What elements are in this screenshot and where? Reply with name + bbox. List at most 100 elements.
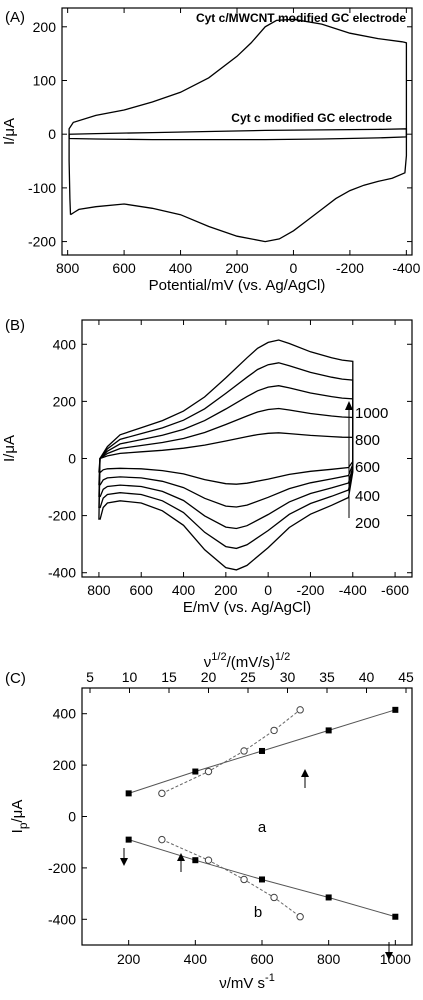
series-label-a: a [258, 819, 267, 836]
y-tick-label: 100 [33, 72, 57, 88]
panel-label: (C) [5, 670, 26, 687]
scan-rate-label: 400 [355, 488, 380, 505]
panel-label: (B) [5, 317, 25, 334]
x-tick-label: 600 [130, 582, 154, 598]
circle-point [158, 835, 166, 844]
series-line-3 [161, 839, 301, 918]
scan-rate-label: 200 [355, 515, 380, 532]
y-label-sub: p [16, 822, 30, 829]
x2-tick-label: 5 [86, 669, 94, 685]
x-tick-label: 200 [117, 951, 141, 967]
x2-tick-label: 35 [319, 669, 335, 685]
y-tick-label: 0 [68, 450, 76, 466]
x-tick-label: 0 [290, 260, 298, 276]
circle-point [270, 726, 278, 735]
y-tick-label: -400 [48, 565, 76, 581]
y-label-main: I [9, 829, 26, 833]
circle-point [296, 706, 304, 714]
x-axis-label: E/mV (vs. Ag/AgCl) [183, 599, 311, 616]
x2-tick-label: 45 [398, 669, 414, 685]
series-line-2 [161, 709, 301, 794]
cv-curve-1 [68, 128, 408, 141]
x-tick-label: -600 [381, 582, 409, 598]
scan-rate-label: 800 [355, 432, 380, 449]
y-tick-label: 200 [33, 19, 57, 35]
y-tick-label: 0 [68, 809, 76, 825]
square-point [192, 857, 199, 864]
x-tick-label: 800 [56, 260, 80, 276]
x-tick-label: 200 [214, 582, 238, 598]
panel-a-chart: 800 600 400 200 0 -200 -400 200 100 0 -100 -200 Pote… [1, 7, 421, 294]
y-axis-label: Ip/μA [9, 800, 30, 834]
scan-rate-label: 1000 [355, 405, 388, 422]
square-point [259, 876, 265, 883]
square-point [392, 706, 399, 713]
y-tick-label: 400 [53, 706, 77, 722]
cv-curve-3 [98, 362, 354, 550]
x-axis-label: Potential/mV (vs. Ag/AgCl) [149, 277, 326, 294]
x-tick-label: 400 [184, 951, 208, 967]
y-tick-label: -100 [28, 180, 56, 196]
scan-rate-label: 600 [355, 459, 380, 476]
panel-c-frame [81, 687, 413, 946]
panel-b-frame [81, 319, 413, 578]
circle-point [204, 767, 213, 776]
x2-tick-label: 40 [359, 669, 375, 685]
arrow-down-b-head [385, 952, 393, 960]
x2-tick-label: 30 [280, 669, 296, 685]
x-tick-label: -200 [296, 582, 324, 598]
square-point [325, 727, 332, 734]
circle-point [158, 789, 166, 798]
y-axis-label: I/μA [1, 435, 18, 462]
x-tick-label: 800 [87, 582, 111, 598]
x-tick-label: 400 [172, 582, 196, 598]
x-tick-label: -200 [336, 260, 364, 276]
y-label-unit: /μA [9, 800, 26, 823]
panel-c-chart: 200 400 600 800 1000 5 10 15 20 25 30 35 40 45 400 200 0… [5, 651, 414, 992]
x2-label-nu: ν [204, 654, 212, 671]
arrow-down-a-head [120, 858, 128, 866]
x2-axis-label: ν1/2/(mV/s)1/2 [204, 651, 290, 671]
square-point [325, 894, 332, 901]
x2-tick-label: 10 [122, 669, 138, 685]
y-tick-label: 0 [48, 126, 56, 142]
y-tick-label: -200 [48, 860, 76, 876]
square-point [192, 768, 199, 775]
x2-label-sup2: 1/2 [275, 651, 290, 663]
increase-arrow-head [345, 401, 353, 410]
x-tick-label: -400 [339, 582, 367, 598]
panel-label: (A) [5, 9, 25, 26]
x2-tick-label: 20 [201, 669, 217, 685]
y-tick-label: -200 [48, 508, 76, 524]
x-tick-label: -400 [392, 260, 420, 276]
y-axis-label: I/μA [1, 118, 18, 145]
x2-tick-label: 15 [161, 669, 177, 685]
x-axis-label-sup: -1 [265, 972, 275, 984]
x2-label-sup1: 1/2 [211, 651, 226, 663]
x-tick-label: 800 [317, 951, 341, 967]
x2-label-mid: /(mV/s) [227, 654, 275, 671]
x-tick-label: 600 [250, 951, 274, 967]
panel-b-chart: 800 600 400 200 0 -200 -400 -600 400 200 0 -200 -400… [1, 317, 413, 616]
x2-tick-label: 25 [240, 669, 256, 685]
circle-point [240, 747, 248, 755]
x-axis-label-main: ν/mV s [219, 975, 265, 992]
y-tick-label: -200 [28, 234, 56, 250]
circle-point [240, 875, 248, 884]
x-axis-label: ν/mV s-1 [219, 972, 275, 992]
square-point [125, 836, 132, 843]
y-tick-label: -400 [48, 911, 76, 927]
arrow-up-b-head [177, 853, 185, 861]
x-tick-label: 1000 [380, 951, 411, 967]
series-label: Cyt c/MWCNT modified GC electrode [196, 11, 406, 25]
circle-point [296, 913, 304, 921]
cv-curve-4 [98, 339, 354, 571]
square-point [125, 790, 132, 797]
x-tick-label: 200 [225, 260, 249, 276]
x-tick-label: 400 [169, 260, 193, 276]
y-tick-label: 200 [53, 393, 77, 409]
x-tick-label: 600 [112, 260, 136, 276]
series-label: Cyt c modified GC electrode [231, 111, 392, 125]
square-point [259, 747, 265, 754]
